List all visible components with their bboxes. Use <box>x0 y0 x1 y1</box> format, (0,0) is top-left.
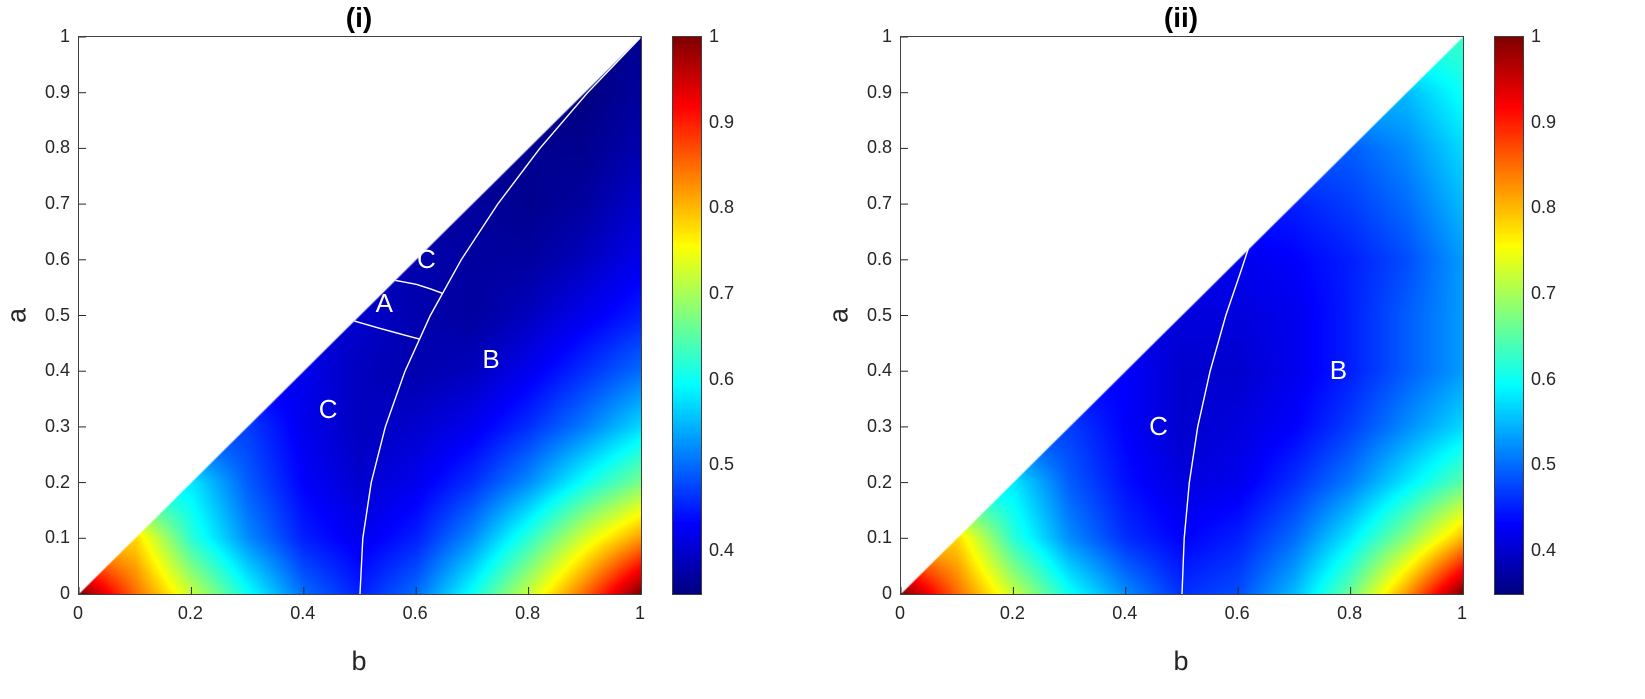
panel-title: (i) <box>345 2 373 33</box>
region-label: C <box>1149 410 1168 441</box>
region-boundary-curve <box>359 37 641 594</box>
x-tick-label: 1 <box>1456 603 1467 623</box>
x-tick-label: 0 <box>894 603 905 623</box>
colorbar-tick-label: 0.7 <box>709 283 735 304</box>
y-tick-label: 1 <box>59 26 70 46</box>
region-boundary-curve <box>1181 248 1249 594</box>
x-tick-label: 0.8 <box>515 603 541 623</box>
x-axis-label: b <box>351 646 367 676</box>
y-tick-label: 0.3 <box>866 415 892 436</box>
x-tick-label: 1 <box>634 603 645 623</box>
heatmap-canvas <box>79 37 641 594</box>
x-tick-label: 0.6 <box>402 603 428 623</box>
y-tick-label: 0 <box>59 583 70 603</box>
x-tick-label: 0.4 <box>290 603 316 623</box>
region-boundary-overlay <box>79 37 641 594</box>
y-tick-label: 0.4 <box>44 360 70 381</box>
y-tick-label: 0.1 <box>44 527 70 548</box>
heatmap-canvas <box>901 37 1463 594</box>
region-boundary-curve <box>395 279 443 294</box>
colorbar-tick-label: 1 <box>709 26 720 46</box>
colorbar-gradient <box>673 37 701 594</box>
colorbar-tick-label: 0.5 <box>709 454 735 475</box>
panel-i: (i) a b 0 0.2 0.4 0.6 0.8 1 0 0.1 0.2 0.3 0.4 0.5 0.… <box>0 0 822 699</box>
y-tick-label: 0.4 <box>866 360 892 381</box>
region-label: B <box>1329 355 1348 386</box>
y-tick-label: 0.9 <box>866 81 892 102</box>
colorbar <box>1494 36 1524 595</box>
colorbar-tick-label: 0.9 <box>709 111 735 132</box>
x-axis-label: b <box>1173 646 1189 676</box>
panel-title: (ii) <box>1163 2 1199 33</box>
y-tick-label: 0.7 <box>866 193 892 214</box>
colorbar-gradient <box>1495 37 1523 594</box>
y-tick-label: 0.1 <box>866 527 892 548</box>
panel-ii: (ii) a b 0 0.2 0.4 0.6 0.8 1 0 0.1 0.2 0.3 0.4 0.5 0… <box>822 0 1644 699</box>
y-tick-label: 0 <box>881 583 892 603</box>
plot-area <box>900 36 1464 595</box>
x-tick-label: 0.6 <box>1224 603 1250 623</box>
colorbar-tick-label: 0.8 <box>709 197 735 218</box>
x-tick-label: 0.2 <box>999 603 1025 623</box>
colorbar-tick-label: 0.5 <box>1531 454 1557 475</box>
x-tick-label: 0.2 <box>177 603 203 623</box>
y-tick-label: 0.8 <box>866 137 892 158</box>
region-label: C <box>417 243 436 274</box>
colorbar <box>672 36 702 595</box>
plot-area <box>78 36 642 595</box>
y-tick-label: 0.2 <box>866 471 892 492</box>
colorbar-tick-label: 0.7 <box>1531 283 1557 304</box>
colorbar-tick-label: 0.6 <box>1531 368 1557 389</box>
region-label: B <box>482 344 500 375</box>
region-label: A <box>375 288 393 319</box>
colorbar-tick-label: 0.4 <box>709 540 735 561</box>
region-label: C <box>318 394 338 425</box>
y-tick-label: 0.9 <box>44 81 70 102</box>
region-boundary-curve <box>354 320 420 340</box>
region-boundary-overlay <box>901 37 1463 594</box>
colorbar-tick-label: 0.9 <box>1531 111 1557 132</box>
x-tick-label: 0 <box>72 603 83 623</box>
y-tick-label: 0.3 <box>44 415 70 436</box>
y-tick-label: 0.8 <box>44 137 70 158</box>
colorbar-tick-label: 1 <box>1531 26 1542 46</box>
y-tick-label: 0.7 <box>44 193 70 214</box>
y-tick-label: 0.5 <box>44 304 70 325</box>
colorbar-tick-label: 0.8 <box>1531 197 1557 218</box>
x-tick-label: 0.8 <box>1337 603 1363 623</box>
colorbar-tick-label: 0.4 <box>1531 540 1557 561</box>
y-tick-label: 0.5 <box>866 304 892 325</box>
colorbar-tick-label: 0.6 <box>709 368 735 389</box>
y-tick-label: 0.6 <box>866 248 892 269</box>
y-tick-label: 0.6 <box>44 248 70 269</box>
y-tick-label: 1 <box>881 26 892 46</box>
x-tick-label: 0.4 <box>1112 603 1138 623</box>
y-tick-label: 0.2 <box>44 471 70 492</box>
